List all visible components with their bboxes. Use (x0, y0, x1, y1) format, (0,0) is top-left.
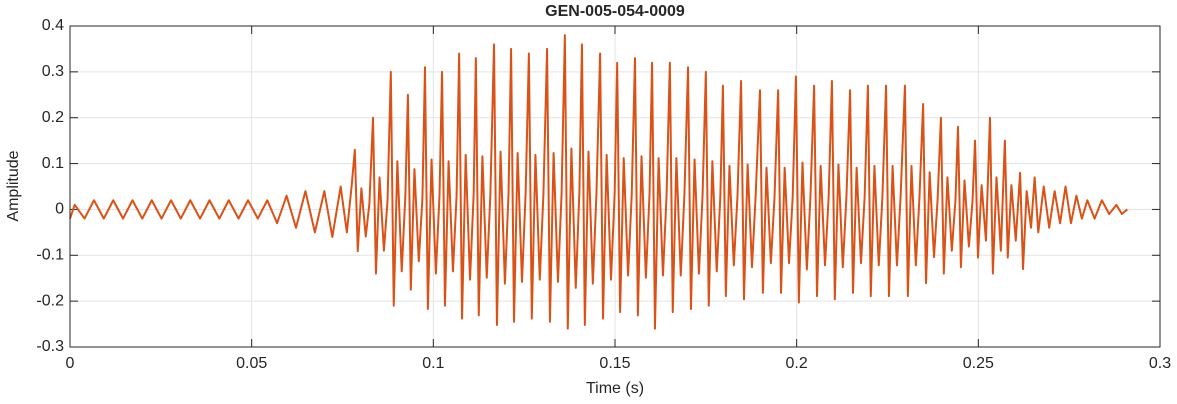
x-tick-label: 0.05 (236, 355, 267, 372)
x-tick-label: 0.1 (422, 355, 444, 372)
y-tick-label: 0.4 (42, 17, 64, 34)
y-tick-label: 0 (55, 201, 64, 218)
y-tick-label: 0.1 (42, 155, 64, 172)
x-tick-label: 0.15 (599, 355, 630, 372)
x-tick-label: 0.25 (963, 355, 994, 372)
x-axis-label: Time (s) (586, 380, 644, 397)
y-tick-label: 0.2 (42, 109, 64, 126)
x-tick-label: 0.3 (1149, 355, 1171, 372)
chart-title: GEN-005-054-0009 (545, 3, 685, 20)
y-tick-label: -0.2 (36, 292, 64, 309)
waveform-line (69, 34, 1128, 330)
x-tick-label: 0 (66, 355, 75, 372)
plot-frame (69, 25, 1161, 348)
y-tick-label: 0.3 (42, 63, 64, 80)
y-axis-label: Amplitude (5, 150, 22, 221)
y-tick-label: -0.1 (36, 247, 64, 264)
y-tick-label: -0.3 (36, 338, 64, 355)
x-tick-label: 0.2 (786, 355, 808, 372)
